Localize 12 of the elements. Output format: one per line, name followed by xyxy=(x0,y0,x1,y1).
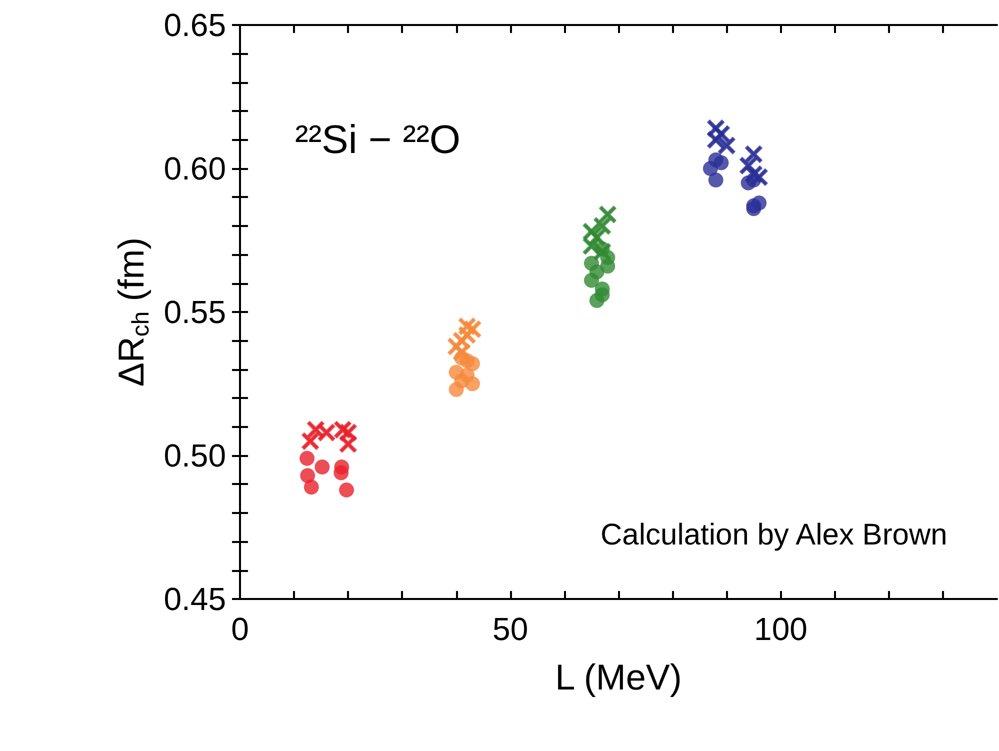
y-tick-label: 0.50 xyxy=(164,438,226,474)
annotation: Calculation by Alex Brown xyxy=(600,518,948,552)
x-axis-title: L (MeV) xyxy=(555,656,682,698)
y-tick-label: 0.65 xyxy=(164,7,226,43)
y-tick-label: 0.55 xyxy=(164,294,226,330)
x-tick-label: 50 xyxy=(492,611,528,647)
y-tick-label: 0.60 xyxy=(164,150,226,186)
y-tick-label: 0.45 xyxy=(164,581,226,617)
annotation: ²²Si − ²²O xyxy=(295,118,461,162)
x-tick-label: 0 xyxy=(231,611,249,647)
x-tick-label: 100 xyxy=(754,611,808,647)
y-axis-title: ΔRch (fm) xyxy=(110,237,154,387)
